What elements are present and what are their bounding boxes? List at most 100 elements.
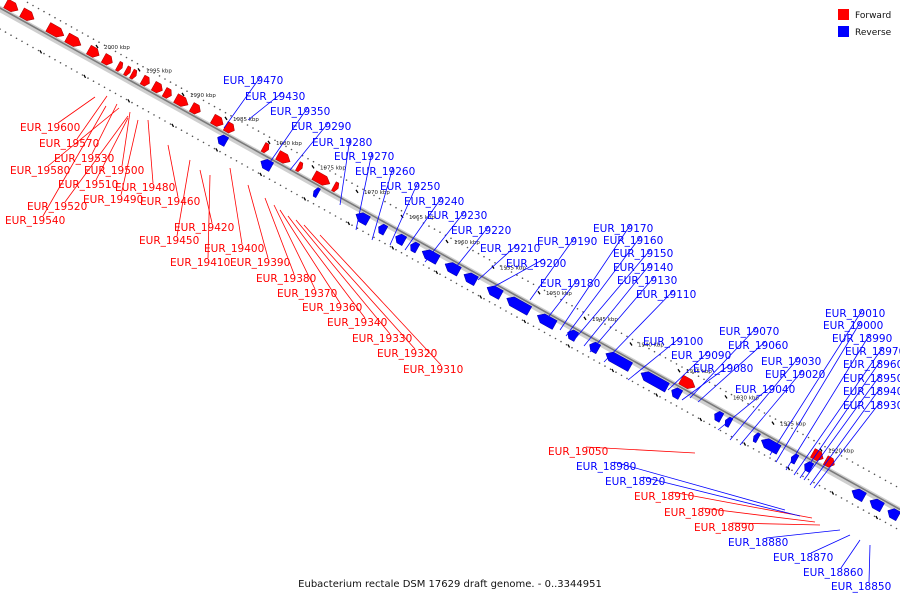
forward-gene-arrow (64, 32, 82, 47)
guide-dot (252, 169, 254, 171)
reverse-gene-label: EUR_19130 (617, 275, 677, 287)
guide-dot (147, 69, 150, 71)
leader-line (565, 235, 642, 337)
forward-gene-arrow (222, 121, 235, 134)
guide-dot (219, 150, 221, 153)
guide-dot (499, 307, 502, 309)
kbp-tick-label: 1980 kbp (276, 141, 302, 147)
guide-dot (26, 1, 29, 4)
guide-dot (791, 469, 793, 472)
leader-line (121, 111, 131, 167)
tick-mark (743, 442, 747, 446)
tick-mark (215, 148, 219, 152)
guide-dot (620, 374, 623, 377)
guide-dot (158, 75, 161, 77)
leader-line (775, 320, 862, 463)
kbp-tick-label: 1970 kbp (364, 190, 390, 196)
forward-gene-label: EUR_19460 (140, 196, 200, 208)
tick-mark (655, 393, 659, 397)
guide-dot (642, 344, 645, 347)
leader-line (64, 115, 129, 203)
reverse-gene-label: EUR_19100 (643, 336, 703, 348)
guide-dot (686, 369, 689, 371)
guide-dot (274, 181, 276, 184)
guide-dot (202, 141, 205, 144)
guide-dot (92, 80, 95, 82)
guide-dot (593, 317, 595, 319)
guide-dot (714, 426, 716, 429)
leader-line (47, 107, 120, 167)
guide-dot (516, 274, 518, 276)
tick-mark (39, 50, 43, 54)
reverse-gene-arrow (640, 371, 670, 393)
kbp-tick-label: 1990 kbp (190, 93, 216, 99)
guide-dot (802, 433, 804, 436)
guide-dot (543, 331, 546, 334)
kbp-tick-label: 1950 kbp (546, 291, 572, 297)
guide-dot (323, 167, 326, 169)
guide-dot (153, 72, 155, 74)
reverse-gene-arrow (378, 223, 389, 236)
reverse-gene-label: EUR_19350 (270, 106, 330, 118)
leader-line (267, 106, 309, 166)
guide-dot (120, 95, 122, 98)
guide-dot (554, 295, 557, 298)
guide-dot (422, 264, 425, 266)
guide-dot (202, 99, 205, 102)
forward-gene-arrow (100, 53, 113, 66)
leader-line (813, 400, 882, 489)
tick-mark (445, 239, 449, 244)
forward-gene-arrow (188, 102, 201, 115)
guide-dot (356, 227, 359, 229)
forward-gene-label: EUR_18900 (664, 507, 724, 519)
reverse-gene-arrow (887, 508, 900, 522)
guide-dot (252, 127, 254, 129)
guide-dot (186, 132, 188, 134)
reverse-gene-label: EUR_18920 (605, 476, 665, 488)
guide-dot (92, 38, 95, 40)
guide-dot (851, 461, 854, 463)
guide-dot (840, 497, 843, 499)
kbp-tick-label: 1995 kbp (146, 68, 172, 74)
guide-dot (274, 139, 276, 142)
guide-dot (604, 323, 606, 325)
leader-line (627, 336, 682, 381)
guide-dot (213, 147, 216, 150)
leader-line (701, 507, 816, 523)
tick-mark (259, 172, 263, 177)
guide-dot (752, 406, 755, 408)
tick-mark (347, 221, 351, 226)
kbp-tick-label: 1975 kbp (320, 165, 346, 171)
guide-dot (43, 52, 45, 55)
guide-dot (505, 310, 507, 312)
leader-line (589, 275, 656, 353)
guide-dot (114, 50, 117, 53)
forward-gene-arrow (115, 60, 124, 72)
guide-dot (510, 271, 513, 273)
reverse-gene-label: EUR_19150 (613, 248, 673, 260)
guide-dot (714, 384, 716, 387)
guide-dot (356, 185, 359, 187)
leader-line (424, 210, 466, 263)
guide-dot (719, 387, 722, 390)
tick-mark (875, 515, 879, 520)
reverse-gene-label: EUR_19180 (540, 278, 600, 290)
guide-dot (98, 83, 100, 85)
reverse-gene-label: EUR_18950 (843, 373, 900, 385)
leader-line (613, 461, 786, 511)
guide-dot (494, 262, 496, 264)
guide-dot (103, 44, 106, 47)
forward-gene-label: EUR_19410 (170, 257, 230, 269)
reverse-gene-label: EUR_18860 (803, 567, 863, 579)
tick-mark (224, 116, 228, 121)
guide-dot (488, 259, 491, 261)
reverse-gene-label: EUR_19040 (735, 384, 795, 396)
reverse-gene-label: EUR_19070 (719, 326, 779, 338)
guide-dot (290, 190, 293, 193)
guide-dot (796, 430, 799, 433)
guide-dot (307, 157, 309, 160)
reverse-gene-label: EUR_19140 (613, 262, 673, 274)
reverse-gene-label: EUR_18930 (843, 400, 900, 412)
guide-dot (576, 350, 579, 352)
